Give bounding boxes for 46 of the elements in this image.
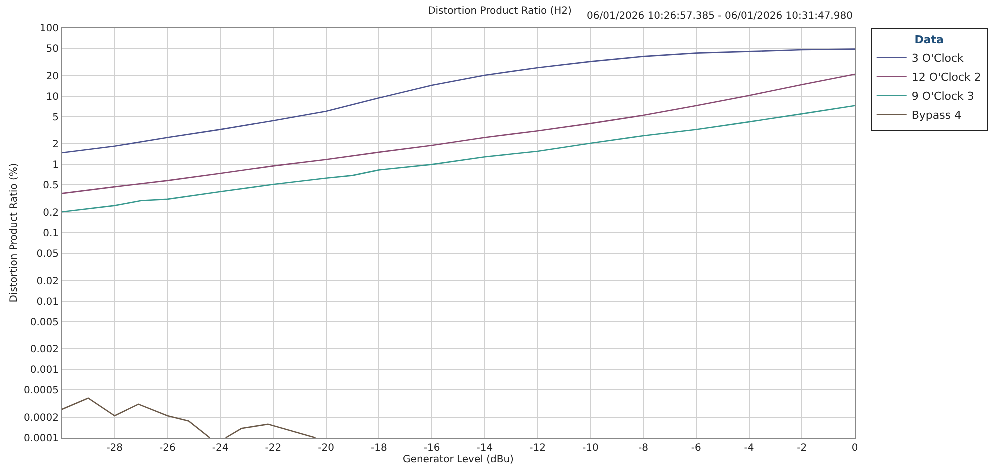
line-series [62, 105, 855, 213]
y-tick-label: 0.2 [43, 208, 59, 219]
x-tick-label: -2 [797, 443, 808, 454]
y-tick-label: 10 [46, 92, 59, 103]
y-axis-title: Distortion Product Ratio (%) [9, 163, 20, 303]
x-tick-label: -24 [212, 443, 229, 454]
y-tick-label: 0.005 [30, 317, 59, 328]
y-tick-label: 0.05 [36, 249, 59, 260]
y-tick-label: 1 [52, 160, 59, 172]
legend-label: 12 O'Clock 2 [912, 71, 982, 84]
y-tick-label: 0.02 [36, 276, 59, 288]
x-tick-label: -10 [582, 443, 599, 454]
chart-subtitle: 06/01/2026 10:26:57.385 - 06/01/2026 10:31:47.980 [587, 11, 853, 22]
x-tick-label: -28 [106, 443, 124, 454]
x-tick-label: 0 [852, 443, 858, 454]
x-tick-label: -20 [318, 443, 334, 454]
legend-title: Data [914, 33, 944, 46]
x-tick-label: -6 [691, 443, 702, 454]
legend-label: Bypass 4 [912, 109, 962, 122]
x-tick-label: -14 [476, 443, 494, 454]
chart-title: Distortion Product Ratio (H2) [428, 6, 572, 18]
y-tick-label: 0.5 [43, 180, 59, 192]
x-axis-title: Generator Level (dBu) [403, 454, 514, 466]
x-tick-label: -4 [744, 443, 754, 454]
y-tick-label: 20 [46, 71, 59, 82]
line-series [62, 74, 855, 194]
x-tick-label: -26 [160, 443, 176, 454]
legend-label: 3 O'Clock [912, 52, 965, 66]
y-tick-label: 2 [52, 140, 59, 151]
y-tick-label: 0.0002 [24, 412, 59, 424]
x-tick-label: -8 [638, 443, 649, 454]
legend-label: 9 O'Clock 3 [912, 90, 974, 104]
line-series [62, 48, 855, 154]
x-tick-label: -18 [371, 443, 388, 454]
y-tick-label: 0.0005 [24, 386, 59, 397]
y-tick-label: 5 [52, 112, 59, 124]
x-tick-label: -16 [424, 443, 440, 454]
y-tick-label: 0.0001 [24, 434, 59, 444]
x-tick-label: -22 [265, 443, 282, 454]
y-tick-label: 50 [46, 44, 59, 56]
y-tick-label: 0.01 [36, 296, 59, 308]
y-tick-label: 0.1 [43, 228, 59, 240]
y-tick-label: 0.002 [30, 344, 59, 356]
x-tick-label: -12 [530, 443, 546, 454]
y-tick-label: 0.001 [30, 365, 59, 376]
y-tick-label: 100 [40, 24, 59, 34]
